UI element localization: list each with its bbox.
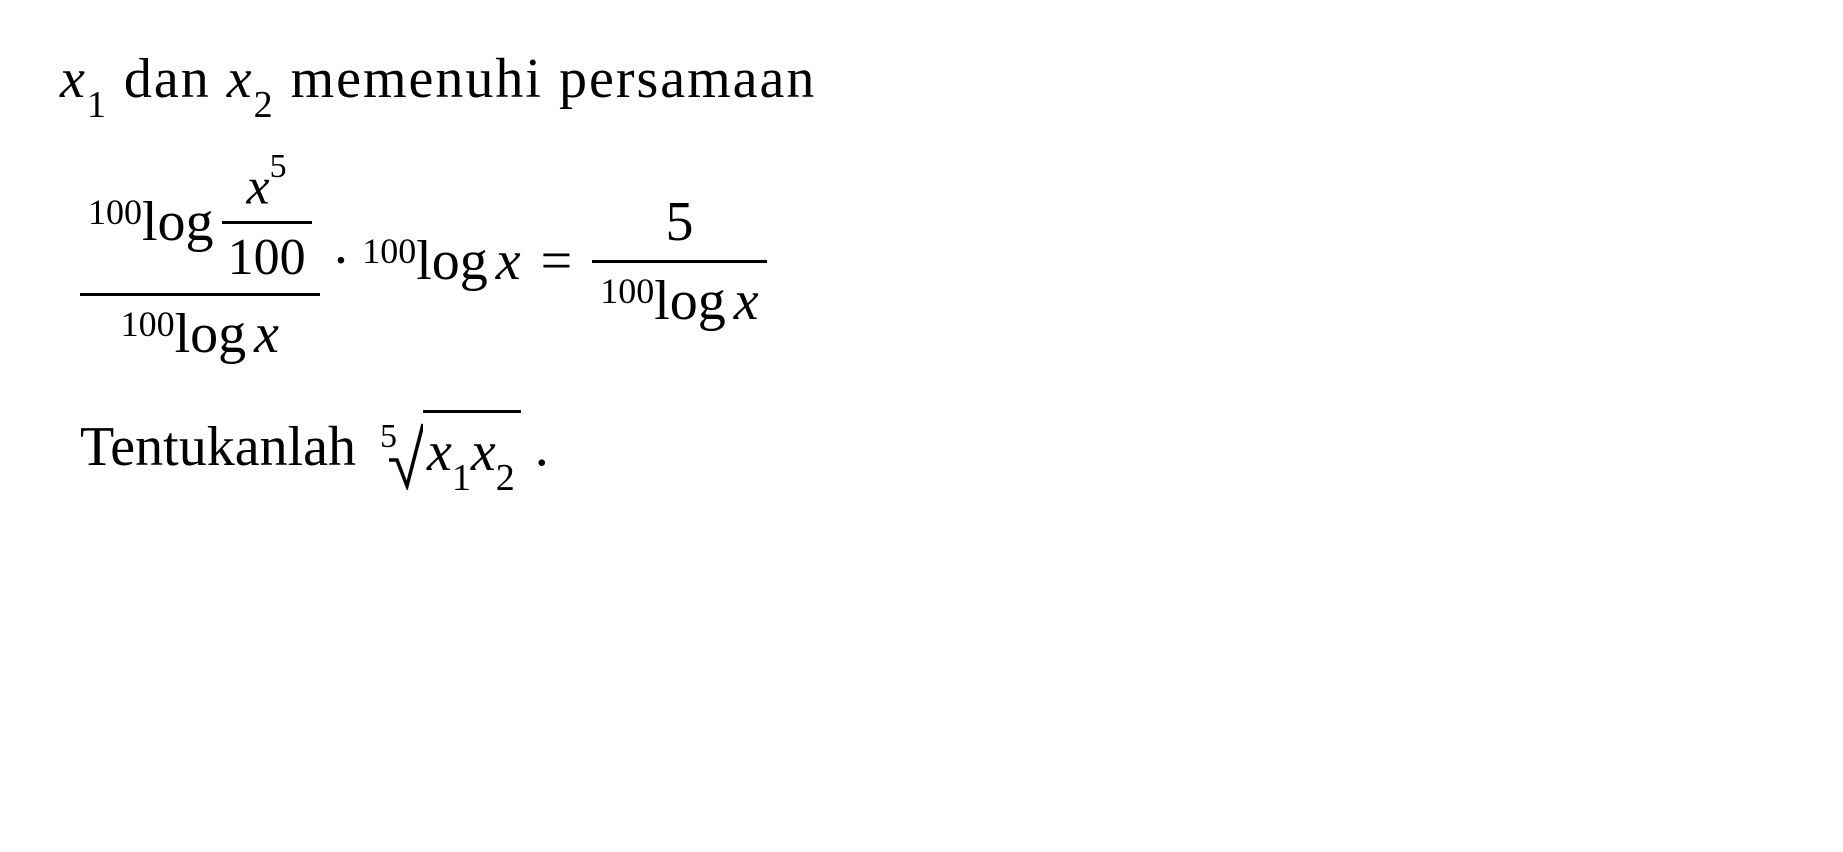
inner-numerator: x5	[241, 156, 293, 216]
right-numerator: 5	[657, 188, 701, 256]
variable-x2: x	[227, 48, 254, 110]
exponent-5: 5	[270, 148, 287, 185]
subscript-1: 1	[452, 457, 471, 499]
outer-numerator: 100 log x5 100	[80, 154, 320, 288]
math-problem: x1 dan x2 memenuhi persamaan 100 log x5 …	[60, 40, 1783, 498]
middle-log-term: 100 log x	[362, 229, 520, 293]
right-fraction: 5 100 log x	[592, 188, 766, 335]
fraction-line	[80, 293, 320, 296]
equation: 100 log x5 100 100 log x · 100	[80, 154, 1783, 367]
period: .	[535, 416, 549, 478]
root-index: 5	[380, 413, 397, 461]
text-memenuhi: memenuhi persamaan	[275, 48, 817, 110]
subscript-2: 2	[254, 84, 275, 126]
multiplication-dot: ·	[332, 229, 351, 293]
log-text: log	[654, 269, 726, 333]
log-text: log	[142, 190, 214, 254]
problem-statement-line1: x1 dan x2 memenuhi persamaan	[60, 40, 1783, 124]
radicand: x1x2	[423, 410, 521, 497]
variable-x: x	[734, 269, 759, 333]
right-denominator: 100 log x	[592, 267, 766, 335]
log-base-100: 100	[362, 230, 416, 272]
fraction-line	[222, 221, 312, 224]
text-dan: dan	[108, 48, 227, 110]
fraction-line	[592, 260, 766, 263]
log-base-100: 100	[600, 270, 654, 312]
inner-fraction: x5 100	[222, 156, 312, 286]
equals-sign: =	[541, 229, 573, 293]
log-base-100: 100	[88, 191, 142, 233]
text-tentukanlah: Tentukanlah	[80, 416, 370, 478]
outer-fraction-left: 100 log x5 100 100 log x	[80, 154, 320, 367]
fifth-root: 5 x1x2	[370, 411, 521, 498]
variable-x1: x	[60, 48, 87, 110]
outer-denominator: 100 log x	[113, 300, 287, 368]
log-text: log	[416, 229, 488, 293]
subscript-2: 2	[496, 457, 515, 499]
question-line: Tentukanlah 5 x1x2 .	[80, 408, 1783, 498]
variable-x: x	[254, 302, 279, 366]
variable-x1: x	[427, 421, 452, 483]
subscript-1: 1	[87, 84, 108, 126]
inner-denominator: 100	[222, 228, 312, 287]
log-base-100: 100	[121, 303, 175, 345]
variable-x: x	[247, 159, 270, 216]
variable-x: x	[496, 229, 521, 293]
variable-x2: x	[471, 421, 496, 483]
log-text: log	[175, 302, 247, 366]
